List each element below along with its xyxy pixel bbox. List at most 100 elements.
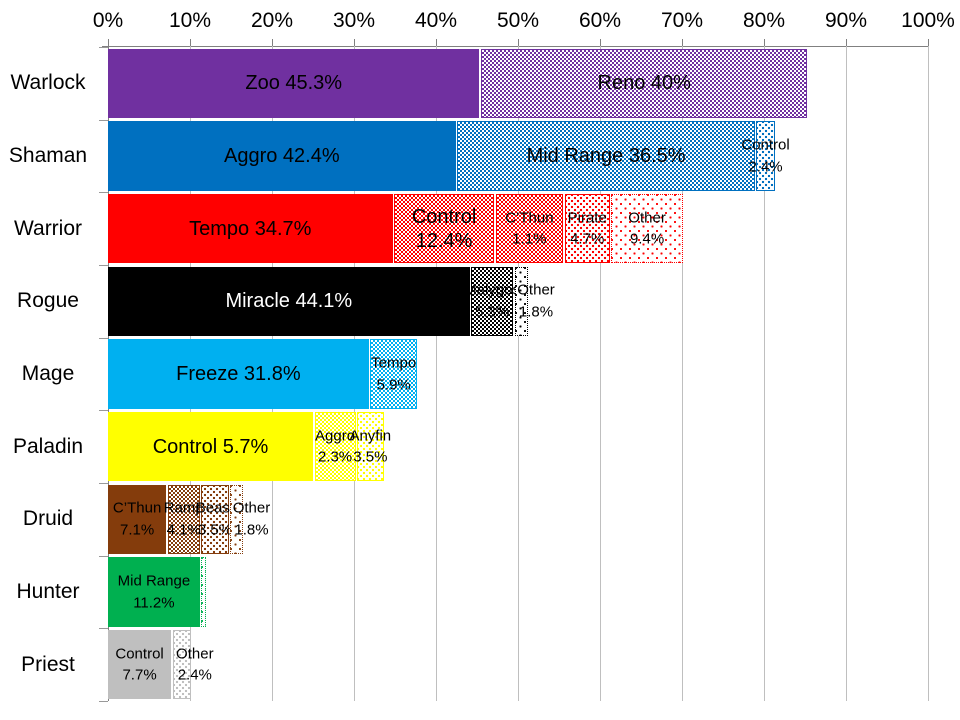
x-axis-tick [354,39,355,47]
y-axis-tick [99,119,108,121]
x-axis-tick-label: 40% [414,9,458,32]
x-axis-tick [846,39,847,47]
category-label: Paladin [12,434,84,458]
x-axis-tick [190,39,191,47]
segment-label: Tempo 34.7% [189,217,312,240]
bar-segment-beast: Beast 3.5% [196,484,234,555]
segment-label: Freeze 31.8% [176,362,301,385]
segment-label: Anyfin 3.5% [349,426,392,466]
gridline [518,46,519,701]
y-axis-tick [99,555,108,557]
segment-label: Malygos 5.3% [464,281,521,321]
x-axis-tick [682,39,683,47]
bar-segment-other: Other 1.8% [514,266,555,337]
x-axis-tick-label: 0% [92,9,124,32]
category-label: Shaman [8,143,88,167]
bar-segment-reno: Reno 40% [480,48,808,119]
category-label: Priest [21,652,75,676]
bar-segment-control: Control 2.4% [741,121,790,191]
segment-label: Control 12.4% [411,205,477,252]
gridline [682,46,683,701]
segment-label: C’Thun 7.1% [112,499,162,539]
segment-label: Tempo 5.9% [371,354,417,393]
segment-label: Mid Range 11.2% [117,572,191,611]
x-axis-tick-label: 20% [250,9,294,32]
bar-segment-ramp: Ramp 4.1% [164,484,204,555]
x-axis-tick [928,39,929,47]
bar-segment-pirate: Pirate 4.7% [564,193,610,264]
category-label: Rogue [17,289,79,313]
bar-segment-mid-range: Mid Range 36.5% [457,121,755,191]
segment-label: Other 9.4% [628,208,666,248]
segment-label: Control 2.4% [741,136,790,175]
gridline [846,46,847,701]
x-axis-line [102,46,929,47]
segment-label: Reno 40% [597,72,691,95]
segment-label: Pirate 4.7% [567,208,607,248]
category-label: Druid [22,507,74,531]
y-axis-tick [99,265,108,266]
segment-label: Other 2.4% [176,644,214,684]
bar-segment-aggro: Aggro 2.3% [314,411,356,482]
bar-segment-control: Control 5.7% [108,411,313,482]
bar-segment-tempo: Tempo 34.7% [108,193,393,264]
x-axis-tick-label: 80% [742,9,786,32]
y-axis-tick [99,483,108,484]
y-axis-tick [99,628,108,630]
segment-label: Control 5.7% [152,435,269,458]
y-axis-tick [99,337,108,339]
bar-segment-anyfin: Anyfin 3.5% [349,411,391,482]
x-axis-tick [764,39,765,47]
y-axis-tick [99,47,108,48]
segment-label: Miracle 44.1% [225,290,353,313]
bar-segment [201,557,206,627]
gridline [928,46,929,701]
category-label: Hunter [16,579,80,603]
segment-label: Control 7.7% [115,644,164,684]
x-axis-tick [600,39,601,47]
segment-label: Other 1.8% [232,499,271,539]
bar-segment-miracle: Miracle 44.1% [108,266,470,337]
bar-segment-other: Other 2.4% [172,629,214,700]
segment-label: Aggro 2.3% [315,426,356,466]
segment-label: Ramp 4.1% [163,499,204,539]
category-label: Warlock [10,71,86,95]
bar-segment-other: Other 9.4% [611,193,683,264]
x-axis-tick-label: 50% [496,9,540,32]
x-axis-tick-label: 100% [901,9,955,32]
bar-segment-mid-range: Mid Range 11.2% [108,557,200,627]
x-axis-tick-label: 60% [578,9,622,32]
bar-segment-control: Control 7.7% [108,629,172,700]
segment-label: C’Thun 1.1% [505,208,554,248]
x-axis-tick-label: 10% [168,9,212,32]
gridline [764,46,765,701]
bar-segment-malygos: Malygos 5.3% [464,266,520,337]
bar-segment-control: Control 12.4% [394,193,495,264]
y-axis-tick [99,701,108,702]
x-axis-tick-label: 30% [332,9,376,32]
bar-segment-tempo: Tempo 5.9% [370,339,418,409]
x-axis-tick [518,39,519,47]
segment-label: Other 1.8% [517,281,555,321]
x-axis-tick-label: 90% [824,9,868,32]
bar-segment-freeze: Freeze 31.8% [108,339,369,409]
segment-label: Aggro 42.4% [224,144,340,167]
y-axis-tick [99,410,108,412]
category-label: Mage [21,361,75,385]
bar-segment-c-thun: C’Thun 7.1% [108,484,167,555]
segment-label: Beast 3.5% [195,499,235,539]
segment-label: Zoo 45.3% [245,72,343,95]
y-axis-tick [99,192,108,194]
gridline [436,46,437,701]
bar-segment-zoo: Zoo 45.3% [108,48,480,119]
x-axis-tick-label: 70% [660,9,704,32]
x-axis-tick [108,39,109,47]
x-axis-tick [436,39,437,47]
category-label: Warrior [13,216,83,240]
bar-segment-aggro: Aggro 42.4% [108,121,456,191]
segment-label: Mid Range 36.5% [526,144,686,167]
gridline [600,46,601,701]
bar-segment-other: Other 1.8% [230,484,270,555]
bar-segment-c-thun: C’Thun 1.1% [495,193,564,264]
